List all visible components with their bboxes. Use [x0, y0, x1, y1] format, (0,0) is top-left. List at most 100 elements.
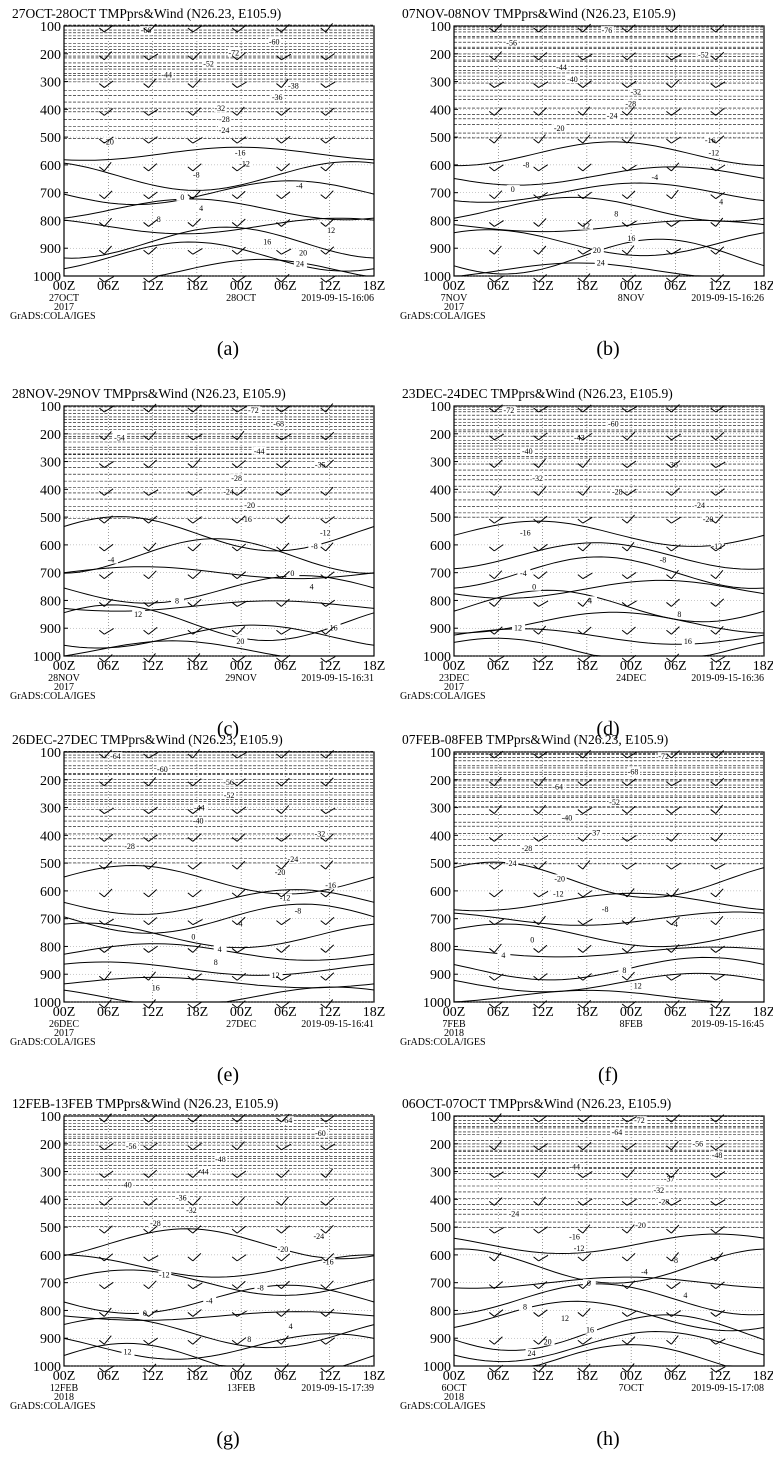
y-tick-label: 800: [430, 940, 451, 955]
wind-barb: [98, 190, 113, 200]
wind-barb: [276, 433, 292, 441]
wind-barb: [320, 1224, 334, 1234]
chart-title: 27OCT-28OCT TMPprs&Wind (N26.23, E105.9): [12, 6, 281, 21]
contour-label: 8: [523, 1302, 527, 1311]
wind-barb: [143, 777, 157, 787]
isotherm-solid: [453, 989, 764, 1003]
wind-barb: [488, 655, 505, 663]
x-tick-label: 00Z: [53, 659, 76, 674]
wind-barb: [621, 52, 636, 61]
contour-label-bg: [243, 501, 257, 510]
wind-barb: [143, 861, 157, 870]
wind-barb: [621, 514, 635, 524]
plot-frame: [453, 25, 765, 277]
contour-label-bg: [243, 1334, 257, 1343]
contour-label-bg: [138, 1309, 152, 1318]
contour-label-bg: [279, 893, 293, 902]
contour-label-bg: [227, 48, 241, 57]
x-tick-label: 18Z: [186, 1005, 209, 1020]
contour-label: -8: [193, 171, 200, 180]
wind-barb: [577, 458, 591, 468]
contour-label: -56: [126, 1142, 137, 1151]
contour-label: 12: [327, 226, 335, 235]
wind-barb: [488, 750, 504, 759]
contour-label: -56: [223, 778, 234, 787]
wind-barb: [231, 1337, 247, 1345]
contour-label-bg: [223, 790, 237, 799]
chart-panel: 28NOV-29NOV TMPprs&Wind (N26.23, E105.9)…: [10, 386, 385, 702]
contour-label: -16: [235, 148, 246, 157]
wind-barb: [666, 1199, 682, 1206]
timestamp-label: 2019-09-15-16:26: [691, 293, 764, 304]
wind-barb: [577, 106, 591, 116]
wind-barb: [320, 944, 335, 953]
wind-barb: [710, 945, 725, 953]
contour-label: -36: [272, 93, 283, 102]
contour-label: -37: [590, 829, 601, 838]
wind-barb: [533, 835, 549, 842]
y-tick-label: 800: [40, 594, 61, 609]
wind-barb: [710, 1226, 725, 1234]
wind-barb: [231, 246, 246, 255]
contour-label: -32: [315, 829, 326, 838]
contour-label: 0: [290, 569, 294, 578]
wind-barb: [533, 973, 548, 981]
wind-barb: [710, 217, 724, 227]
wind-barb: [276, 1280, 290, 1290]
wind-barb: [320, 246, 335, 255]
timestamp-label: 2019-09-15-16:45: [691, 1019, 764, 1030]
wind-barb: [143, 515, 158, 524]
wind-barb: [621, 134, 635, 144]
contour-label: 24: [528, 1349, 536, 1358]
wind-barb: [710, 1142, 725, 1151]
contour-label-bg: [213, 945, 227, 954]
wind-barb: [488, 1251, 502, 1262]
wind-barb: [533, 890, 549, 898]
wind-barb: [187, 488, 203, 496]
wind-barb: [488, 23, 502, 33]
wind-barb: [488, 404, 503, 413]
isotherm-solid: [453, 637, 765, 657]
panel-caption: (d): [596, 718, 620, 740]
contour-label-bg: [590, 246, 604, 255]
wind-barb: [143, 1309, 158, 1317]
contour-label: -64: [552, 783, 563, 792]
contour-label: -8: [660, 556, 667, 565]
timestamp-label: 2019-09-15-17:08: [691, 1383, 764, 1394]
y-tick-label: 200: [40, 48, 61, 63]
contour-label: -4: [108, 556, 115, 565]
wind-barb: [666, 1364, 680, 1373]
x-tick-label: 12Z: [318, 1369, 341, 1384]
y-tick-label: 900: [40, 968, 61, 983]
wind-barb: [710, 51, 725, 61]
wind-barb: [231, 1363, 245, 1373]
wind-barb: [98, 628, 114, 635]
wind-barb: [577, 597, 591, 607]
wind-barb: [666, 999, 680, 1009]
contour-label: -76: [602, 26, 613, 35]
x-tick-label: 12Z: [318, 659, 341, 674]
contour-label-bg: [652, 1186, 666, 1195]
contour-label-bg: [606, 111, 620, 120]
wind-barb: [187, 1365, 203, 1373]
wind-barb: [98, 161, 112, 172]
y-tick-label: 600: [40, 885, 61, 900]
x-tick-label: 06Z: [274, 1005, 297, 1020]
contour-label-bg: [197, 1167, 211, 1176]
wind-barb: [320, 431, 335, 441]
timestamp-label: 2019-09-15-16:31: [301, 673, 374, 684]
date-end: 27DEC: [226, 1019, 256, 1030]
isotherm-solid: [453, 238, 765, 275]
isotherm-solid: [63, 180, 375, 206]
date-start: 27OCT: [49, 293, 79, 304]
contour-label-bg: [579, 221, 593, 230]
contour-label-bg: [553, 874, 567, 883]
contour-label: 12: [272, 971, 280, 980]
wind-barb: [488, 918, 505, 926]
y-tick-label: 1000: [33, 270, 61, 285]
year-label: 2018: [444, 1028, 464, 1039]
contour-label: -64: [110, 752, 121, 761]
wind-barb: [666, 460, 681, 468]
wind-barb: [488, 889, 504, 898]
